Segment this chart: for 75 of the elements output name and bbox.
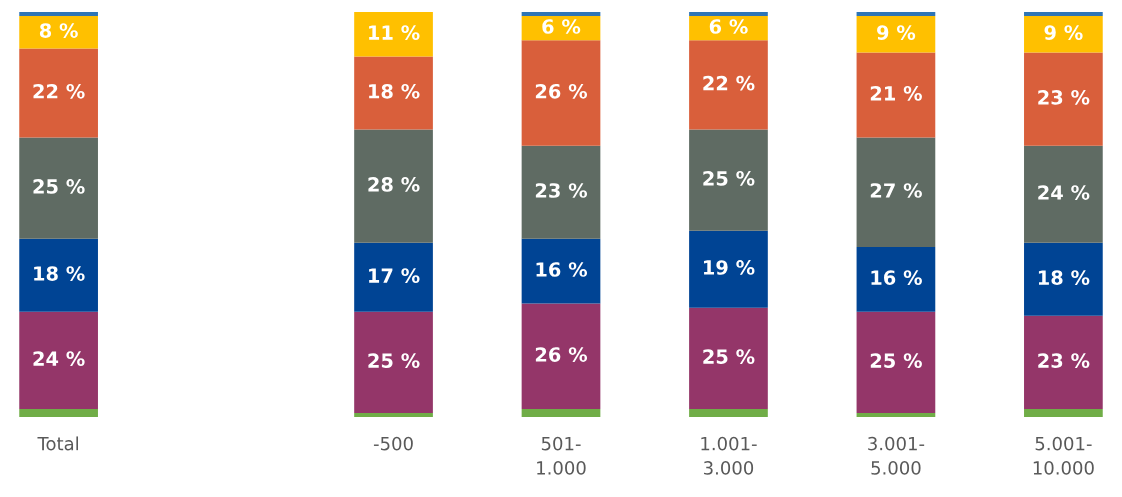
bar — [856, 12, 936, 17]
bar — [19, 408, 98, 417]
data-label: 18 % — [1038, 270, 1090, 285]
data-label: 26 % — [535, 347, 588, 362]
data-label: 25 % — [703, 171, 755, 186]
bar — [1024, 408, 1103, 417]
bar — [521, 12, 601, 17]
bar — [521, 408, 601, 417]
data-label: 16 % — [536, 262, 588, 277]
bar — [19, 311, 98, 409]
bar — [1024, 12, 1103, 17]
data-label: 16 % — [871, 270, 922, 285]
bar — [856, 412, 936, 417]
bar — [689, 40, 768, 130]
data-label: 22 % — [703, 75, 755, 91]
data-label: 6 % — [709, 19, 748, 34]
data-label: 6 % — [542, 19, 581, 34]
bar — [856, 16, 936, 53]
bar — [1024, 16, 1103, 53]
bar — [689, 12, 768, 17]
data-label: 23 % — [1038, 90, 1090, 105]
x-tick-label: 501- 1.000 — [537, 436, 586, 475]
data-label: 24 % — [1038, 185, 1090, 200]
bar — [354, 56, 433, 130]
bar — [521, 40, 601, 146]
bar — [19, 238, 98, 312]
bar — [354, 12, 433, 57]
bar — [19, 137, 98, 239]
bar — [689, 408, 768, 417]
x-tick-label: 3.001- 5.000 — [868, 436, 925, 475]
data-label: 8 % — [39, 23, 78, 38]
bar — [689, 307, 768, 409]
data-label: 9 % — [1044, 25, 1083, 40]
x-tick-label: 5.001- 10.000 — [1033, 436, 1094, 475]
bar — [521, 238, 601, 304]
data-label: 23 % — [535, 183, 588, 198]
data-label: 25 % — [703, 349, 755, 364]
bar — [856, 52, 936, 138]
bar — [689, 230, 768, 308]
data-label: 25 % — [870, 353, 922, 368]
bar — [19, 48, 98, 138]
bar — [354, 129, 433, 243]
bar — [19, 16, 98, 49]
data-label: 24 % — [33, 351, 85, 366]
data-label: 18 % — [369, 83, 420, 99]
data-label: 22 % — [33, 83, 85, 99]
x-tick-label: 1.001- 3.000 — [701, 436, 757, 475]
bar — [521, 145, 601, 239]
bar — [856, 311, 936, 413]
data-label: 28 % — [368, 177, 420, 192]
data-label: 25 % — [368, 353, 420, 368]
bar — [1024, 52, 1103, 146]
x-tick-label: Total — [37, 436, 78, 451]
bar — [354, 311, 433, 413]
bar — [1024, 145, 1103, 243]
data-label: 23 % — [1038, 353, 1090, 368]
data-label: 19 % — [704, 260, 755, 275]
bar — [521, 303, 601, 409]
data-label: 27 % — [870, 183, 922, 198]
bar — [354, 242, 433, 312]
bar — [689, 129, 768, 231]
bar — [19, 12, 98, 17]
data-label: 9 % — [877, 25, 916, 40]
bar — [354, 412, 433, 417]
data-label: 11 % — [369, 25, 420, 40]
x-tick-label: -500 — [373, 436, 413, 451]
data-label: 26 % — [535, 83, 588, 99]
bar — [856, 246, 936, 312]
data-label: 25 % — [33, 179, 85, 194]
data-label: 21 % — [870, 85, 922, 101]
data-label: 18 % — [34, 266, 85, 281]
bar — [1024, 242, 1103, 316]
bar — [1024, 315, 1103, 409]
bar — [856, 137, 936, 247]
data-label: 17 % — [369, 268, 420, 283]
